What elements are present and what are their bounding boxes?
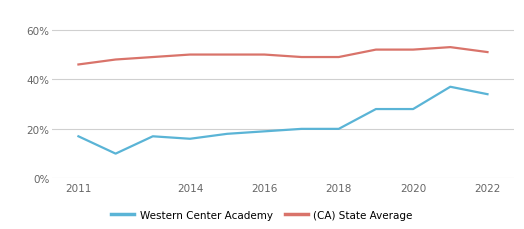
Western Center Academy [484,93,490,96]
Line: (CA) State Average: (CA) State Average [79,48,487,65]
Western Center Academy [447,86,453,89]
Line: Western Center Academy: Western Center Academy [79,87,487,154]
Western Center Academy [150,135,156,138]
Western Center Academy [187,138,193,141]
Western Center Academy [261,130,268,133]
Western Center Academy [410,108,416,111]
(CA) State Average [484,52,490,54]
(CA) State Average [447,46,453,49]
(CA) State Average [410,49,416,52]
(CA) State Average [373,49,379,52]
Western Center Academy [335,128,342,131]
Western Center Academy [373,108,379,111]
(CA) State Average [224,54,231,57]
(CA) State Average [298,56,304,59]
Western Center Academy [298,128,304,131]
Western Center Academy [113,153,119,155]
Western Center Academy [75,135,82,138]
(CA) State Average [113,59,119,62]
(CA) State Average [261,54,268,57]
Western Center Academy [224,133,231,136]
Legend: Western Center Academy, (CA) State Average: Western Center Academy, (CA) State Avera… [107,206,417,224]
(CA) State Average [150,56,156,59]
(CA) State Average [75,64,82,67]
(CA) State Average [335,56,342,59]
(CA) State Average [187,54,193,57]
